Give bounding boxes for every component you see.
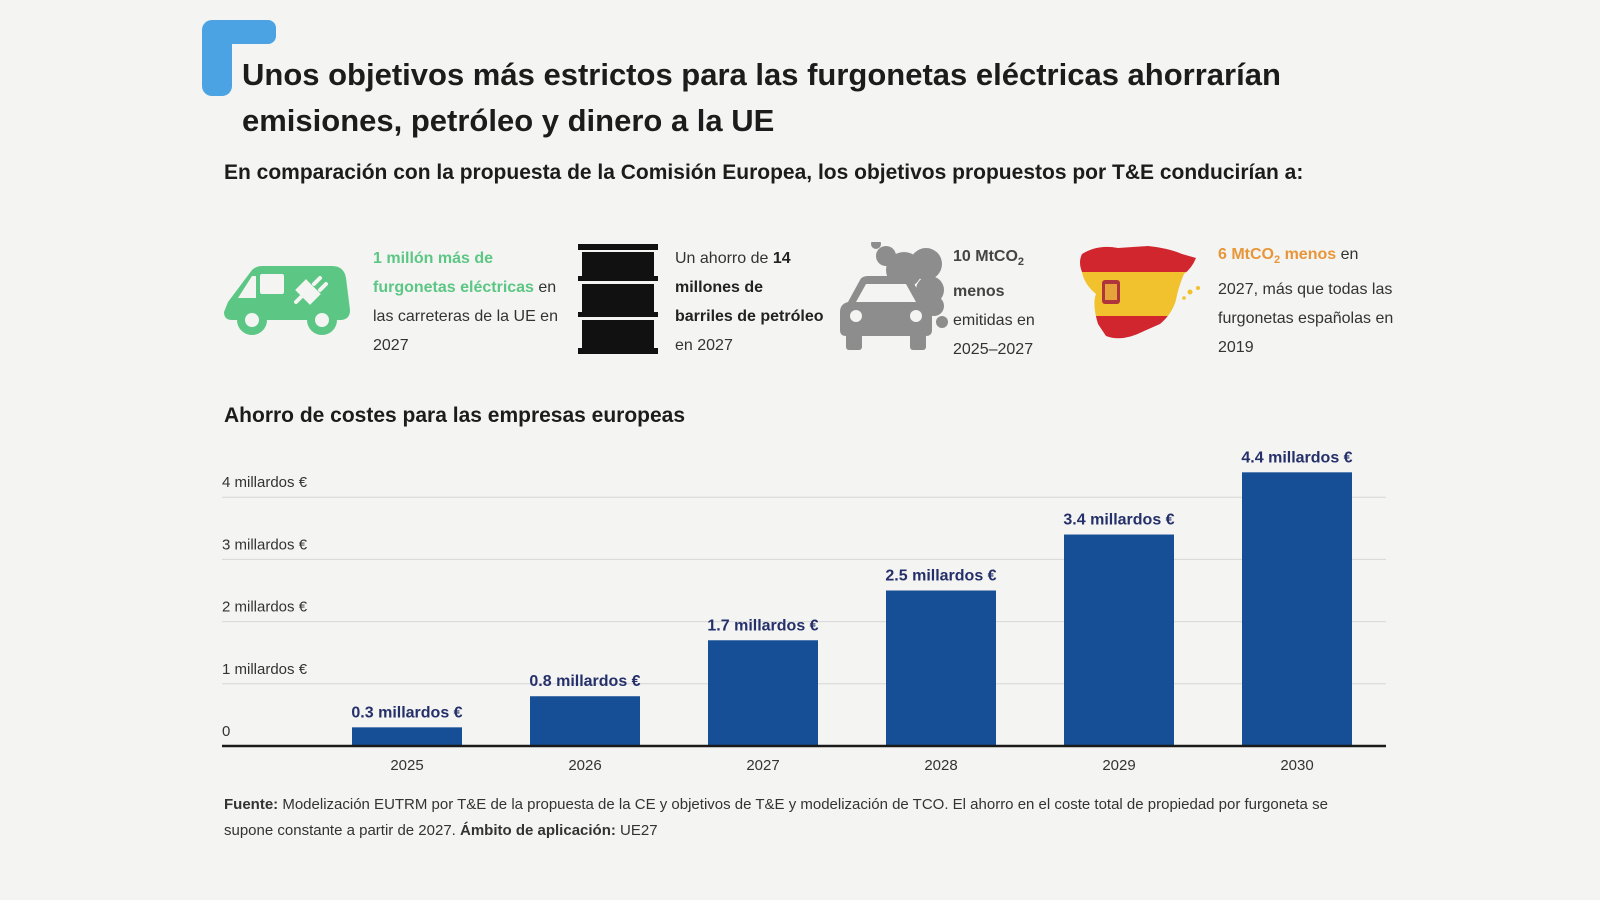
bar-value-label: 3.4 millardos € xyxy=(1063,512,1174,529)
bar-value-label: 0.3 millardos € xyxy=(351,704,462,721)
y-tick-label: 0 xyxy=(222,723,230,740)
x-tick-label: 2029 xyxy=(1102,757,1135,774)
stat-electric-vans-text: en las carreteras de la UE en 2027 xyxy=(373,279,558,354)
x-tick-label: 2030 xyxy=(1280,757,1313,774)
x-tick-label: 2026 xyxy=(568,757,601,774)
stat-electric-vans-highlight: 1 millón más de furgonetas eléctricas xyxy=(373,250,534,296)
polluting-car-icon xyxy=(840,242,948,350)
stat-spain-tail: menos xyxy=(1284,246,1337,263)
bar-value-label: 4.4 millardos € xyxy=(1241,449,1352,466)
stat-spain-highlight: 6 MtCO xyxy=(1218,246,1274,263)
page-subtitle: En comparación con la propuesta de la Co… xyxy=(224,161,1304,184)
x-tick-label: 2025 xyxy=(390,757,423,774)
stat-co2-sub: 2 xyxy=(1017,256,1025,269)
x-tick-label: 2027 xyxy=(746,757,779,774)
stat-spain-text: 2027, más que todas las furgonetas españ… xyxy=(1218,281,1394,357)
electric-van-icon xyxy=(224,266,350,335)
y-tick-label: 1 millardos € xyxy=(222,661,308,678)
stat-co2-tail: menos xyxy=(953,283,1005,301)
page-title: Unos objetivos más estrictos para las fu… xyxy=(242,57,1281,138)
y-tick-label: 2 millardos € xyxy=(222,599,308,616)
stat-co2-highlight: 10 MtCO xyxy=(953,248,1018,265)
stat-oil-highlight: 14 millones de barriles de petróleo xyxy=(675,250,824,325)
bar-value-label: 2.5 millardos € xyxy=(885,568,996,585)
source-note: Fuente: Modelización EUTRM por T&E de la… xyxy=(224,792,1354,844)
stat-oil-text: en 2027 xyxy=(675,337,733,354)
bar xyxy=(1242,472,1352,746)
bar xyxy=(1064,534,1174,746)
bar xyxy=(708,640,818,746)
spain-map-flag-icon xyxy=(1080,246,1200,339)
bar xyxy=(886,590,996,746)
bar xyxy=(352,727,462,746)
stat-spain-sub: 2 xyxy=(1274,254,1281,267)
bar-value-label: 1.7 millardos € xyxy=(707,617,818,634)
stat-spain-inline: en xyxy=(1340,246,1359,263)
scope-label: Ámbito de aplicación: xyxy=(460,822,616,839)
source-label: Fuente: xyxy=(224,796,279,813)
bar xyxy=(530,696,640,746)
stat-oil-pre: Un ahorro de xyxy=(675,250,769,267)
corner-accent-mark xyxy=(202,20,276,96)
oil-barrel-icon xyxy=(578,244,658,354)
scope-text: UE27 xyxy=(620,822,658,839)
stat-co2-text: emitidas en 2025–2027 xyxy=(953,312,1035,359)
x-tick-label: 2028 xyxy=(924,757,957,774)
y-tick-label: 4 millardos € xyxy=(222,474,308,491)
y-tick-label: 3 millardos € xyxy=(222,536,308,553)
source-text: Modelización EUTRM por T&E de la propues… xyxy=(224,796,1328,839)
bar-value-label: 0.8 millardos € xyxy=(529,673,640,690)
chart-title: Ahorro de costes para las empresas europ… xyxy=(224,404,686,427)
